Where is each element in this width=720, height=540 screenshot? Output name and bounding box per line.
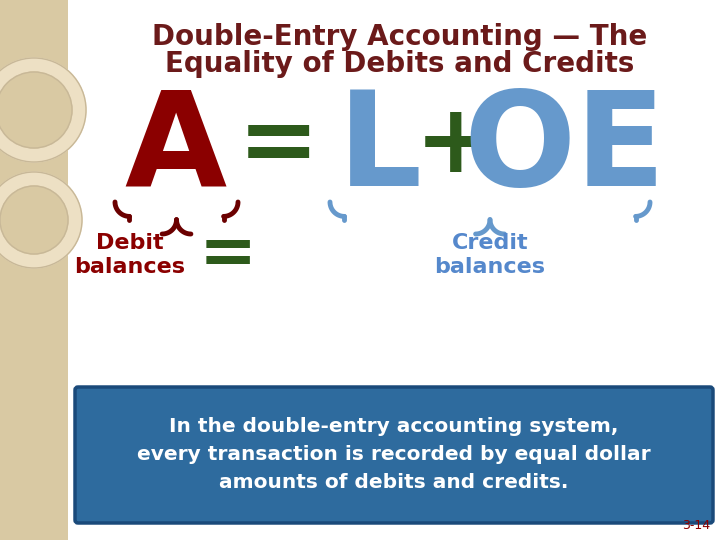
Circle shape bbox=[0, 72, 72, 148]
FancyBboxPatch shape bbox=[75, 387, 713, 523]
Text: balances: balances bbox=[74, 257, 186, 277]
Text: balances: balances bbox=[434, 257, 546, 277]
Text: Debit: Debit bbox=[96, 233, 164, 253]
Text: A: A bbox=[124, 86, 226, 213]
Text: =: = bbox=[238, 98, 319, 192]
Text: Equality of Debits and Credits: Equality of Debits and Credits bbox=[166, 50, 635, 78]
Text: =: = bbox=[199, 221, 257, 288]
Circle shape bbox=[0, 58, 86, 162]
Bar bbox=[0, 0, 68, 540]
Text: OE: OE bbox=[464, 86, 666, 213]
Text: Double-Entry Accounting — The: Double-Entry Accounting — The bbox=[153, 23, 647, 51]
Circle shape bbox=[0, 172, 82, 268]
Text: L: L bbox=[338, 86, 422, 213]
Text: 3-14: 3-14 bbox=[682, 519, 710, 532]
Text: +: + bbox=[414, 98, 495, 192]
Circle shape bbox=[0, 186, 68, 254]
Text: In the double-entry accounting system,
every transaction is recorded by equal do: In the double-entry accounting system, e… bbox=[138, 417, 651, 492]
Text: Credit: Credit bbox=[451, 233, 528, 253]
